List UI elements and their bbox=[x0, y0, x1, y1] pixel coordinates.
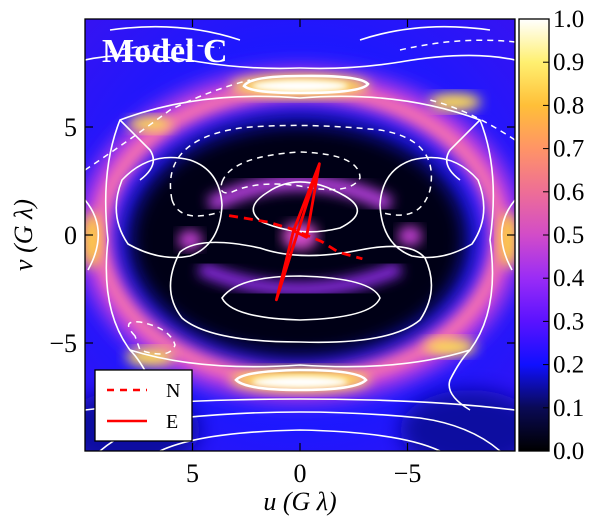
legend-label-e: E bbox=[166, 411, 178, 433]
legend: N E bbox=[94, 369, 193, 442]
colorbar-tick-label: 0.5 bbox=[553, 222, 584, 249]
y-tick-label: −5 bbox=[49, 329, 77, 358]
colorbar-tick-label: 0.9 bbox=[553, 49, 584, 76]
legend-label-n: N bbox=[166, 380, 180, 402]
y-axis-label-text: v (G λ) bbox=[9, 199, 38, 271]
colorbar-tick-label: 0.6 bbox=[553, 179, 584, 206]
colorbar-tick-label: 0.3 bbox=[553, 308, 584, 335]
colorbar-tick-label: 0.1 bbox=[553, 395, 584, 422]
colorbar-ticks: 0.0 0.1 0.2 0.3 0.4 0.5 0.6 0.7 0.8 0.9 1.0 bbox=[543, 6, 585, 465]
colorbar-tick-label: 0.7 bbox=[553, 136, 584, 163]
colorbar: 0.0 0.1 0.2 0.3 0.4 0.5 0.6 0.7 0.8 0.9 1.0 bbox=[518, 6, 585, 465]
x-axis-label-text: u (G λ) bbox=[263, 487, 336, 516]
y-tick-label: 5 bbox=[64, 113, 77, 142]
y-axis-label: v (G λ) bbox=[9, 199, 38, 271]
x-tick-label: 0 bbox=[294, 459, 307, 488]
colorbar-tick-label: 0.0 bbox=[553, 438, 584, 465]
colorbar-tick-label: 0.4 bbox=[553, 265, 585, 292]
series-e-line bbox=[274, 162, 321, 302]
y-tick-label: 0 bbox=[64, 221, 77, 250]
x-tick-label: −5 bbox=[394, 459, 422, 488]
x-axis-label: u (G λ) bbox=[263, 487, 336, 516]
series-layer bbox=[228, 162, 363, 302]
colorbar-tick-label: 0.8 bbox=[553, 92, 584, 119]
axis-layer: 5 0 −5 5 0 −5 bbox=[49, 19, 515, 488]
legend-box bbox=[94, 369, 193, 442]
chart-title: Model C bbox=[102, 33, 228, 70]
colorbar-tick-label: 1.0 bbox=[553, 6, 584, 33]
x-tick-label: 5 bbox=[186, 459, 199, 488]
colorbar-tick-label: 0.2 bbox=[553, 352, 584, 379]
